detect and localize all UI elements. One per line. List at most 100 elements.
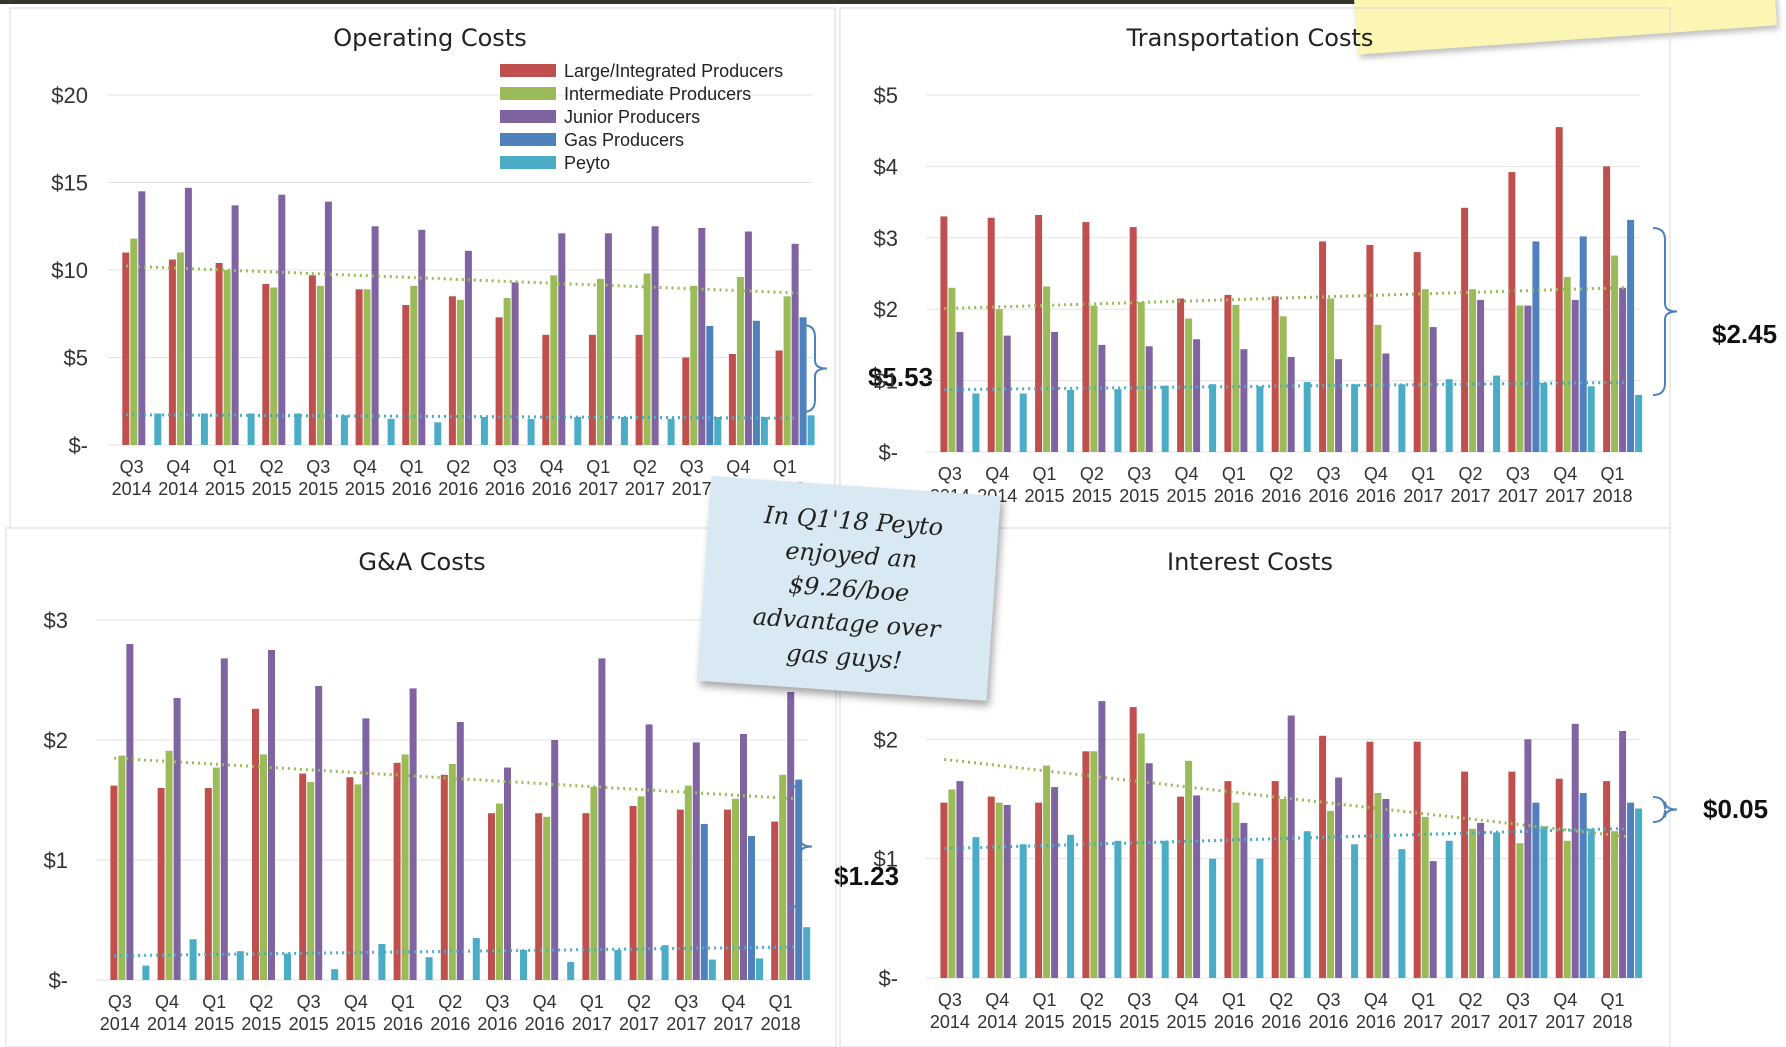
- bar-peyto: [972, 837, 980, 978]
- bar-peyto: [972, 393, 980, 452]
- legend-label: Junior Producers: [564, 107, 700, 127]
- bar-junior-producers: [184, 187, 192, 446]
- x-tick-label-year: 2015: [205, 479, 245, 499]
- bar-junior-producers: [220, 658, 228, 980]
- x-tick-label-year: 2015: [1119, 486, 1159, 506]
- bar-junior-producers: [231, 205, 239, 445]
- bar-intermediate-producers: [1421, 289, 1429, 452]
- bar-large-integrated-producers: [1461, 771, 1469, 978]
- bar-gas-producers: [1579, 793, 1587, 978]
- x-tick-label-year: 2017: [1545, 1012, 1585, 1032]
- bar-intermediate-producers: [270, 287, 278, 445]
- legend-label: Large/Integrated Producers: [564, 61, 783, 81]
- x-tick-label-quarter: Q1: [1601, 990, 1625, 1010]
- bar-peyto: [200, 413, 208, 445]
- bar-peyto: [1067, 389, 1075, 452]
- x-tick-label-quarter: Q1: [400, 457, 424, 477]
- bar-peyto: [1493, 832, 1501, 978]
- bar-intermediate-producers: [1185, 760, 1193, 978]
- bar-large-integrated-producers: [535, 813, 543, 980]
- bar-large-integrated-producers: [629, 806, 637, 980]
- x-tick-label-year: 2015: [241, 1014, 281, 1034]
- bar-junior-producers: [651, 226, 659, 446]
- x-tick-label-quarter: Q2: [1459, 990, 1483, 1010]
- x-tick-label-year: 2018: [1593, 486, 1633, 506]
- bar-large-integrated-producers: [1177, 298, 1185, 452]
- x-tick-label-year: 2015: [252, 479, 292, 499]
- legend-label: Intermediate Producers: [564, 84, 751, 104]
- legend-label: Gas Producers: [564, 130, 684, 150]
- bar-peyto: [1114, 389, 1122, 452]
- bar-junior-producers: [604, 233, 612, 446]
- x-tick-label-quarter: Q4: [166, 457, 190, 477]
- bar-large-integrated-producers: [393, 762, 401, 980]
- bar-intermediate-producers: [401, 754, 409, 980]
- bar-intermediate-producers: [1185, 318, 1193, 452]
- x-tick-label-quarter: Q1: [586, 457, 610, 477]
- x-tick-label-year: 2017: [625, 479, 665, 499]
- bar-large-integrated-producers: [682, 357, 690, 445]
- bar-peyto: [1351, 384, 1359, 452]
- bar-intermediate-producers: [779, 774, 787, 980]
- brace: [1652, 227, 1678, 396]
- x-tick-label-quarter: Q3: [493, 457, 517, 477]
- x-tick-label-quarter: Q1: [1411, 990, 1435, 1010]
- bar-intermediate-producers: [1137, 733, 1145, 978]
- bar-peyto: [1351, 844, 1359, 978]
- x-tick-label-year: 2015: [194, 1014, 234, 1034]
- bar-large-integrated-producers: [1603, 166, 1611, 452]
- brace: [787, 784, 813, 909]
- bar-intermediate-producers: [643, 273, 651, 445]
- y-tick-label: $-: [878, 440, 898, 465]
- x-tick-label-quarter: Q3: [680, 457, 704, 477]
- bar-junior-producers: [1571, 723, 1579, 978]
- x-tick-label-quarter: Q4: [533, 992, 557, 1012]
- bar-large-integrated-producers: [1271, 296, 1279, 452]
- y-tick-label: $2: [874, 297, 898, 322]
- x-tick-label-quarter: Q3: [1127, 990, 1151, 1010]
- bar-intermediate-producers: [1516, 305, 1524, 452]
- bar-intermediate-producers: [130, 238, 138, 445]
- bar-intermediate-producers: [783, 296, 791, 446]
- x-tick-label-quarter: Q1: [1033, 464, 1057, 484]
- bar-peyto: [620, 417, 628, 445]
- x-tick-label-year: 2017: [572, 1014, 612, 1034]
- bar-peyto: [1493, 375, 1501, 452]
- x-tick-label-quarter: Q2: [1269, 464, 1293, 484]
- bar-gas-producers: [748, 836, 755, 980]
- legend-swatch: [500, 156, 556, 169]
- y-tick-label: $2: [44, 728, 68, 753]
- bar-peyto: [1303, 831, 1311, 978]
- bar-peyto: [247, 413, 255, 445]
- x-tick-label-year: 2016: [392, 479, 432, 499]
- bar-peyto: [1635, 394, 1643, 452]
- x-tick-label-quarter: Q3: [1317, 464, 1341, 484]
- bar-intermediate-producers: [212, 767, 220, 980]
- x-tick-label-quarter: Q4: [344, 992, 368, 1012]
- bar-large-integrated-producers: [771, 821, 779, 980]
- bar-junior-producers: [511, 282, 519, 446]
- bar-junior-producers: [1571, 299, 1579, 452]
- x-tick-label-quarter: Q4: [155, 992, 179, 1012]
- x-tick-label-quarter: Q2: [1080, 464, 1104, 484]
- x-tick-label-quarter: Q2: [627, 992, 651, 1012]
- bar-large-integrated-producers: [1366, 741, 1374, 978]
- x-tick-label-year: 2015: [345, 479, 385, 499]
- bar-peyto: [1635, 808, 1643, 978]
- bar-large-integrated-producers: [1224, 781, 1232, 978]
- x-tick-label-year: 2017: [1451, 1012, 1491, 1032]
- y-tick-label: $1: [874, 847, 898, 872]
- bar-junior-producers: [324, 201, 332, 445]
- x-tick-label-year: 2016: [1261, 486, 1301, 506]
- trendline-intermediate-producers: [125, 264, 799, 295]
- x-tick-label-year: 2016: [1309, 486, 1349, 506]
- x-tick-label-quarter: Q4: [1553, 464, 1577, 484]
- bar-intermediate-producers: [948, 287, 956, 452]
- bar-junior-producers: [315, 686, 323, 980]
- sticky-note: In Q1'18 Peyto enjoyed an $9.26/boe adva…: [697, 476, 1001, 701]
- bar-peyto: [142, 965, 150, 980]
- bar-intermediate-producers: [165, 750, 173, 980]
- bar-junior-producers: [418, 229, 426, 446]
- bar-peyto: [340, 415, 348, 446]
- x-tick-label-year: 2017: [1403, 486, 1443, 506]
